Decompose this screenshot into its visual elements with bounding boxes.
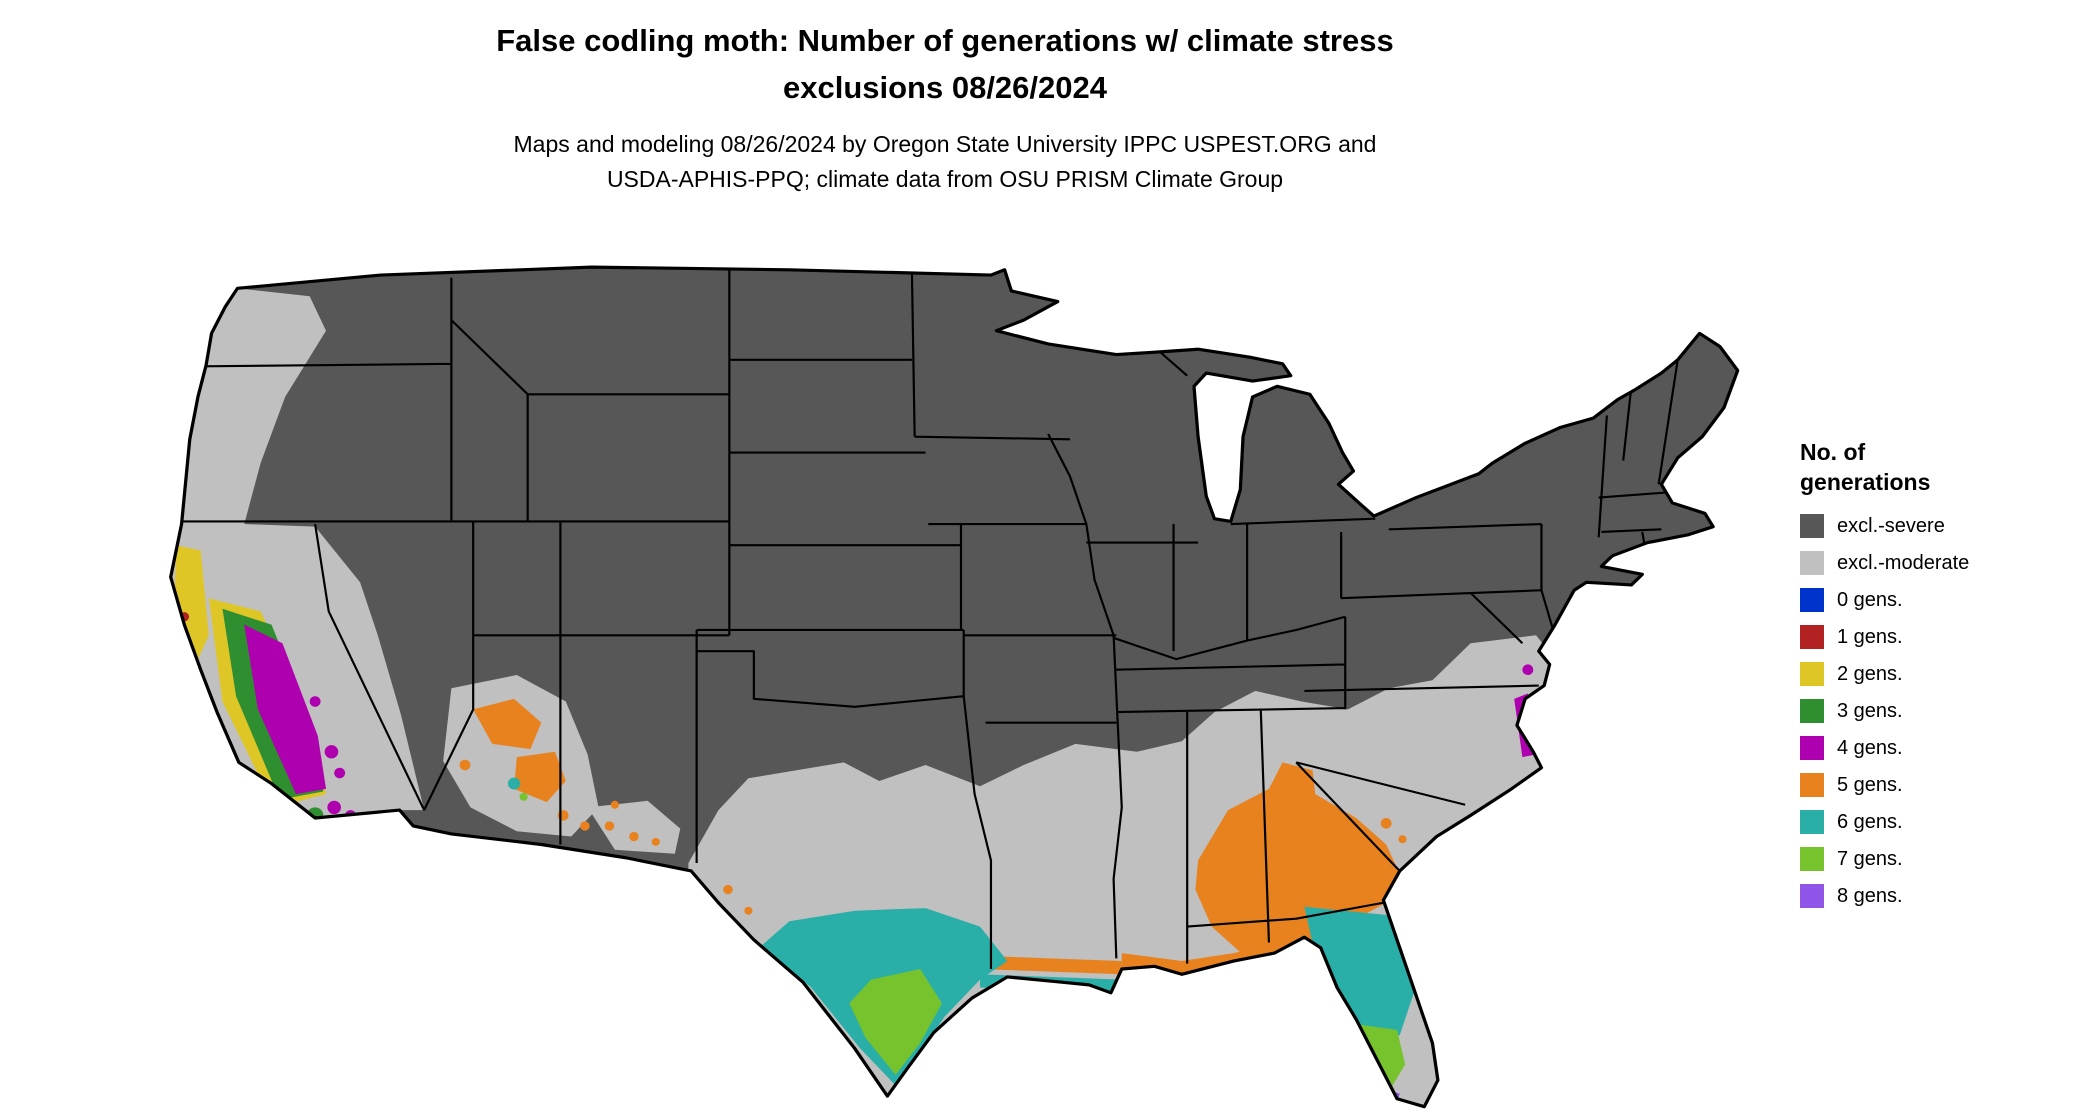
legend-label: 5 gens. [1837, 773, 1903, 796]
legend-item-7-gens: 7 gens. [1800, 846, 1969, 871]
legend-item-excl-moderate: excl.-moderate [1800, 550, 1970, 575]
legend-item-3-gens: 3 gens. [1800, 698, 1969, 723]
legend-title: No. of generations [1800, 438, 1969, 498]
legend-label: 8 gens. [1837, 884, 1903, 907]
legend-swatch-8-gens [1800, 883, 1824, 908]
legend-label: 2 gens. [1837, 662, 1903, 685]
legend-swatch-6-gens [1800, 809, 1824, 834]
legend-title-line1: No. of [1800, 439, 1866, 465]
legend-item-4-gens: 4 gens. [1800, 735, 1969, 760]
legend-item-excl-severe: excl.-severe [1800, 513, 1969, 538]
legend-swatch-0-gens [1800, 587, 1824, 612]
legend-swatch-2-gens [1800, 661, 1824, 686]
legend-item-6-gens: 6 gens. [1800, 809, 1969, 834]
legend-item-0-gens: 0 gens. [1800, 587, 1969, 612]
legend-label: 7 gens. [1837, 847, 1903, 870]
map-title-line1: False codling moth: Number of generation… [496, 23, 1394, 58]
legend-label: excl.-severe [1837, 514, 1945, 537]
map-subtitle: Maps and modeling 08/26/2024 by Oregon S… [0, 127, 1890, 196]
legend: No. of generations excl.-severe excl.-mod… [1800, 438, 1969, 921]
legend-item-5-gens: 5 gens. [1800, 772, 1969, 797]
map-header: False codling moth: Number of generation… [0, 18, 1890, 196]
legend-swatch-excl-moderate [1800, 550, 1824, 575]
legend-swatch-4-gens [1800, 735, 1824, 760]
legend-swatch-3-gens [1800, 698, 1824, 723]
legend-label: 3 gens. [1837, 699, 1903, 722]
legend-label: 0 gens. [1837, 588, 1903, 611]
map-subtitle-line1: Maps and modeling 08/26/2024 by Oregon S… [513, 131, 1377, 157]
legend-swatch-7-gens [1800, 846, 1824, 871]
legend-label: 6 gens. [1837, 810, 1903, 833]
map-subtitle-line2: USDA-APHIS-PPQ; climate data from OSU PR… [606, 165, 1284, 192]
legend-items: excl.-severe excl.-moderate 0 gens. 1 ge… [1800, 513, 1970, 908]
legend-label: excl.-moderate [1837, 551, 1970, 574]
legend-swatch-5-gens [1800, 772, 1824, 797]
us-generations-map [169, 265, 1740, 1109]
legend-item-8-gens: 8 gens. [1800, 883, 1969, 908]
legend-swatch-excl-severe [1800, 513, 1824, 538]
legend-label: 1 gens. [1837, 625, 1903, 648]
legend-swatch-1-gens [1800, 624, 1824, 649]
legend-item-1-gens: 1 gens. [1800, 624, 1969, 649]
legend-item-2-gens: 2 gens. [1800, 661, 1969, 686]
legend-title-line2: generations [1800, 468, 1931, 495]
legend-label: 4 gens. [1837, 736, 1903, 759]
state-borders [181, 269, 1679, 969]
map-title-line2: exclusions 08/26/2024 [782, 69, 1107, 105]
map-title: False codling moth: Number of generation… [0, 18, 1890, 111]
